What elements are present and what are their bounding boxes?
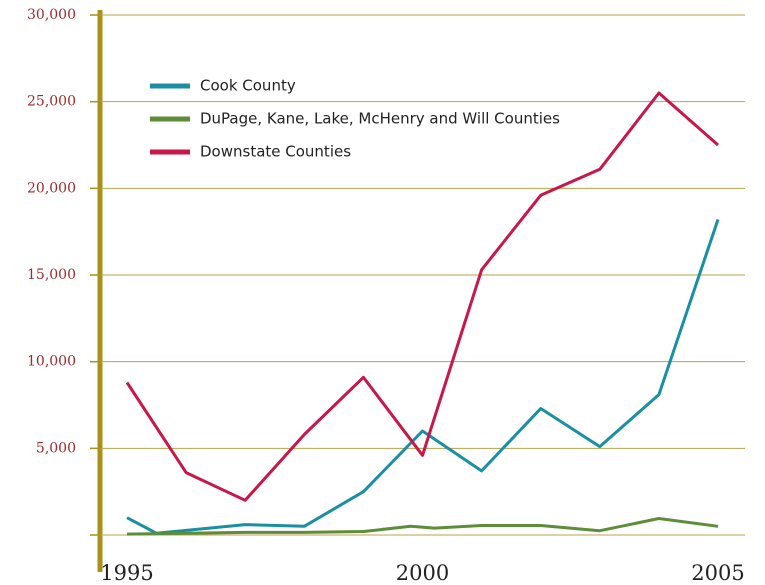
y-tick-label: 10,000 xyxy=(27,354,76,370)
y-tick-label: 5,000 xyxy=(36,440,76,456)
y-tick-label: 30,000 xyxy=(27,7,76,23)
x-tick-label: 2005 xyxy=(691,561,744,585)
x-tick-label: 2000 xyxy=(396,561,449,585)
legend-label: DuPage, Kane, Lake, McHenry and Will Cou… xyxy=(200,110,560,128)
y-tick-label: 25,000 xyxy=(27,94,76,110)
series-line xyxy=(126,219,720,535)
x-tick-label: 1995 xyxy=(100,561,153,585)
legend-label: Downstate Counties xyxy=(200,143,351,161)
legend-label: Cook County xyxy=(200,77,296,95)
series-line xyxy=(126,517,719,536)
series-line xyxy=(125,91,719,502)
y-tick-label: 20,000 xyxy=(27,180,76,196)
y-tick-label: 15,000 xyxy=(27,267,76,283)
